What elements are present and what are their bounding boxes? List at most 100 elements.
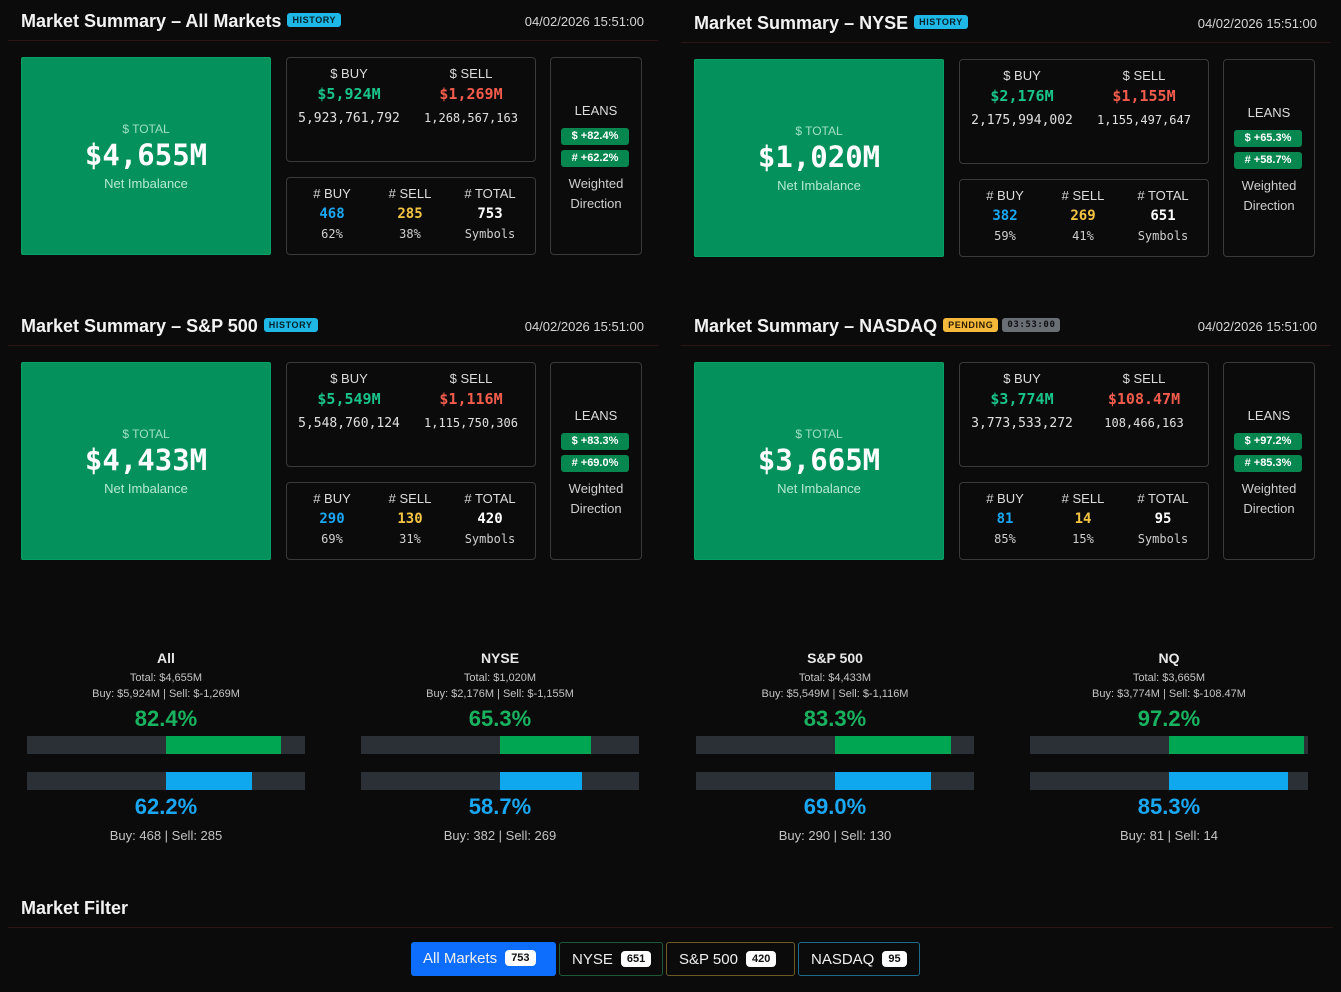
total-label: $ TOTAL xyxy=(122,122,170,136)
count-buy-pct: 59% xyxy=(994,229,1016,243)
count-lean-bar xyxy=(361,772,639,790)
dollar-buy-raw: 2,175,994,002 xyxy=(971,113,1073,128)
panel-title: Market Summary – S&P 500 xyxy=(21,316,258,336)
weighted-direction-label: Weighted Direction xyxy=(1241,178,1297,213)
count-lean-bar xyxy=(696,772,974,790)
dollar-sell-raw: 1,155,497,647 xyxy=(1097,113,1191,127)
count-lean-percent: 62.2% xyxy=(134,794,198,819)
dollar-sell-label: $ SELL xyxy=(1122,371,1166,386)
market-summary-nyse: Market Summary – NYSE HISTORY 04/02/2026 1… xyxy=(681,4,1331,284)
filter-count-badge: 420 xyxy=(745,951,777,968)
panel-title-wrap: Market Summary – NASDAQ PENDING 03:53:00 xyxy=(694,316,1061,337)
count-buy-pct: 85% xyxy=(994,532,1016,546)
total-label: $ TOTAL xyxy=(122,427,170,441)
market-summary-nasdaq: Market Summary – NASDAQ PENDING 03:53:00 04… xyxy=(681,307,1331,587)
count-lean-fill xyxy=(1169,772,1288,790)
count-lean-percent: 85.3% xyxy=(1137,794,1201,819)
count-buy-label: # BUY xyxy=(313,186,351,201)
panel-timestamp: 04/02/2026 15:51:00 xyxy=(1197,16,1317,31)
panel-title: Market Summary – All Markets xyxy=(21,11,282,31)
panel-title-wrap: Market Summary – All Markets HISTORY xyxy=(21,11,342,32)
dollar-lean-fill xyxy=(1169,736,1305,754)
dollar-buy-value: $5,924M xyxy=(317,85,381,103)
panel-header: Market Summary – NYSE HISTORY 04/02/2026 1… xyxy=(681,4,1331,43)
dollar-lean-percent: 82.4% xyxy=(134,706,198,731)
status-badge: HISTORY xyxy=(914,15,968,30)
gauge-name: NQ xyxy=(1158,650,1180,666)
dollar-sell-value: $1,269M xyxy=(439,85,503,103)
symbols-label: Symbols xyxy=(1137,229,1189,243)
count-total-value: 651 xyxy=(1150,208,1176,224)
filter-button-label: NYSE xyxy=(572,951,613,968)
filter-all-markets-button[interactable]: All Markets 753 xyxy=(411,942,556,976)
market-summary-sp500: Market Summary – S&P 500 HISTORY 04/02/202… xyxy=(8,307,658,587)
total-label: $ TOTAL xyxy=(795,124,843,138)
dollar-lean-percent: 83.3% xyxy=(803,706,867,731)
net-imbalance-box: $ TOTAL $1,020M Net Imbalance xyxy=(694,59,944,257)
count-sell-column: # SELL 14 15% xyxy=(1044,491,1122,546)
dollar-sell-label: $ SELL xyxy=(1122,68,1166,83)
count-total-value: 95 xyxy=(1154,511,1172,527)
filter-nyse-button[interactable]: NYSE 651 xyxy=(559,942,663,976)
count-total-column: # TOTAL 95 Symbols xyxy=(1124,491,1202,546)
count-lean-fill xyxy=(166,772,253,790)
gauge-buysell-line: Buy: $5,924M | Sell: $-1,269M xyxy=(92,688,240,700)
filter-sp500-button[interactable]: S&P 500 420 xyxy=(666,942,795,976)
count-buy-value: 382 xyxy=(992,208,1018,224)
dollar-sell-value: $1,155M xyxy=(1112,87,1176,105)
count-buy-column: # BUY 81 85% xyxy=(966,491,1044,546)
count-sell-pct: 31% xyxy=(399,532,421,546)
gauge-buysell-line: Buy: $3,774M | Sell: $-108.47M xyxy=(1092,688,1246,700)
dollar-lean-pill: $ +83.3% xyxy=(561,433,629,450)
filter-nasdaq-button[interactable]: NASDAQ 95 xyxy=(798,942,920,976)
gauge-name: NYSE xyxy=(480,650,520,666)
panel-header: Market Summary – S&P 500 HISTORY 04/02/202… xyxy=(8,307,658,346)
net-imbalance-label: Net Imbalance xyxy=(104,176,188,191)
total-value: $4,433M xyxy=(84,443,208,477)
dollar-lean-fill xyxy=(500,736,591,754)
count-total-value: 420 xyxy=(477,511,503,527)
dollar-buy-value: $2,176M xyxy=(990,87,1054,105)
count-lean-bar xyxy=(1030,772,1308,790)
dollar-buy-column: $ BUY $3,774M 3,773,533,272 xyxy=(962,371,1082,435)
count-sell-pct: 38% xyxy=(399,227,421,241)
count-sell-value: 285 xyxy=(397,206,423,222)
count-lean-fill xyxy=(835,772,931,790)
dollar-buy-label: $ BUY xyxy=(330,66,368,81)
weighted-direction-label: Weighted Direction xyxy=(568,176,624,211)
count-sell-label: # SELL xyxy=(388,491,432,506)
dollar-buy-column: $ BUY $5,549M 5,548,760,124 xyxy=(289,371,409,435)
gauge-total-line: Total: $4,433M xyxy=(798,672,872,684)
leans-label: LEANS xyxy=(1247,105,1291,120)
leans-box: LEANS $ +82.4% # +62.2% Weighted Direction xyxy=(550,57,642,255)
count-sell-value: 269 xyxy=(1070,208,1096,224)
gauge-nyse: NYSE Total: $1,020M Buy: $2,176M | Sell: $… xyxy=(361,650,639,843)
leans-label: LEANS xyxy=(574,408,618,423)
count-total-label: # TOTAL xyxy=(464,186,516,201)
gauge-total-line: Total: $4,655M xyxy=(129,672,203,684)
panel-header: Market Summary – All Markets HISTORY 04/02… xyxy=(8,2,658,41)
filter-count-badge: 651 xyxy=(620,951,652,968)
dollar-buy-sell-box: $ BUY $5,549M 5,548,760,124 $ SELL $1,116M 1,… xyxy=(286,362,536,467)
dollar-buy-raw: 3,773,533,272 xyxy=(971,416,1073,431)
count-sell-label: # SELL xyxy=(1061,188,1105,203)
panel-title-wrap: Market Summary – S&P 500 HISTORY xyxy=(21,316,318,337)
gauge-sp500: S&P 500 Total: $4,433M Buy: $5,549M | Sell… xyxy=(696,650,974,843)
filter-button-label: All Markets xyxy=(423,950,498,967)
count-buy-column: # BUY 468 62% xyxy=(293,186,371,241)
net-imbalance-box: $ TOTAL $4,433M Net Imbalance xyxy=(21,362,271,560)
panel-title: Market Summary – NYSE xyxy=(694,13,909,33)
dollar-sell-value: $1,116M xyxy=(439,390,503,408)
filter-button-label: S&P 500 xyxy=(679,951,738,968)
panel-timestamp: 04/02/2026 15:51:00 xyxy=(524,14,644,29)
count-buy-pct: 69% xyxy=(321,532,343,546)
total-label: $ TOTAL xyxy=(795,427,843,441)
count-box: # BUY 468 62% # SELL 285 38% # TOTAL 753 Symbols xyxy=(286,177,536,255)
dollar-buy-sell-box: $ BUY $3,774M 3,773,533,272 $ SELL $108.47M 1… xyxy=(959,362,1209,467)
gauge-total-line: Total: $1,020M xyxy=(463,672,537,684)
count-sell-pct: 15% xyxy=(1072,532,1094,546)
count-lean-pill: # +62.2% xyxy=(561,150,629,167)
gauge-buysell-line: Buy: $2,176M | Sell: $-1,155M xyxy=(426,688,574,700)
dollar-buy-column: $ BUY $5,924M 5,923,761,792 xyxy=(289,66,409,130)
count-buy-column: # BUY 382 59% xyxy=(966,188,1044,243)
